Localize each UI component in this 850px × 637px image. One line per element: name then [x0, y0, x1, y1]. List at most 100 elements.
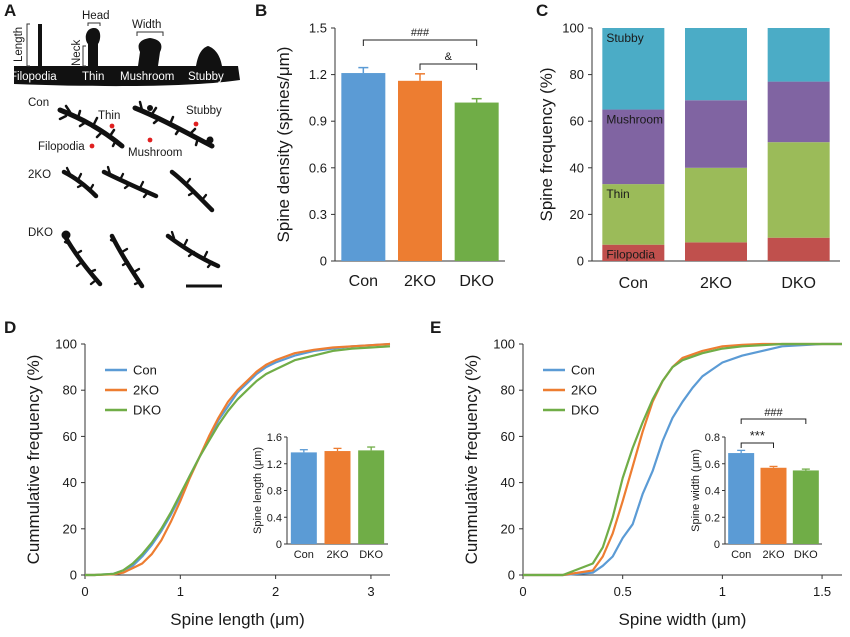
inset-category-label: DKO	[359, 549, 383, 561]
y-tick-label: 100	[562, 21, 584, 36]
x-category-label: 2KO	[404, 273, 436, 290]
panel-letter-c: C	[536, 1, 548, 20]
dendrite-blobs	[61, 105, 214, 240]
y-axis-title: Cummulative frequency (%)	[24, 355, 43, 565]
inset-y-tick-label: 0.4	[267, 512, 282, 524]
stack-mushroom-con	[602, 109, 665, 185]
y-tick-label: 0	[70, 568, 77, 583]
y-tick-label: 60	[501, 429, 515, 444]
x-tick-label: 0	[81, 584, 88, 599]
y-tick-label: 100	[55, 337, 77, 352]
bar-2ko	[398, 80, 442, 262]
inset-y-tick-label: 1.6	[267, 432, 282, 444]
segment-label-filopodia: Filopodia	[606, 248, 655, 262]
x-category-label: DKO	[781, 275, 816, 292]
y-tick-label: 20	[501, 521, 515, 536]
chart-spine-length-cdf: 0 20 40 60 80 100 0 1 2 3 Con 2KO DKO Spine length (μ…	[24, 337, 391, 629]
chart-spine-frequency: 0 20 40 60 80 100 Filopodia Thin Mushroom Stubby C…	[537, 21, 840, 292]
inset-bar-dko	[358, 450, 385, 544]
inset-bar-con	[728, 453, 755, 544]
series-line-dko	[85, 345, 391, 577]
callout-stubby: Stubby	[186, 105, 222, 117]
x-tick-label: 1	[177, 584, 184, 599]
type-label-thin: Thin	[82, 71, 104, 83]
stack-filopodia-2ko	[685, 242, 747, 261]
neck-bracket	[82, 45, 86, 67]
x-category-label: DKO	[459, 273, 494, 290]
inset-bar-chart: 0 0.2 0.4 0.6 0.8 Con 2KO DKO Spine width (μm) **…	[690, 407, 822, 561]
series-line-2ko	[85, 342, 391, 577]
x-category-label: Con	[349, 273, 378, 290]
callout-filopodia: Filopodia	[38, 141, 85, 153]
head-bracket	[87, 22, 101, 26]
x-tick-label: 3	[367, 584, 374, 599]
y-axis-title: Spine density (spines/μm)	[274, 47, 293, 243]
inset-y-tick-label: 0	[714, 539, 720, 551]
dendrite-con-1	[57, 104, 125, 149]
significance-label: &	[445, 51, 453, 63]
inset-category-label: 2KO	[762, 549, 784, 561]
x-category-label: Con	[619, 275, 648, 292]
dendrite-shaft	[14, 24, 240, 87]
type-label-mushroom: Mushroom	[120, 71, 174, 83]
inset-y-tick-label: 0.8	[267, 486, 282, 498]
width-label: Width	[132, 19, 161, 31]
dendrite-dko-2	[109, 233, 145, 289]
significance-bracket	[419, 63, 478, 70]
stack-mushroom-2ko	[685, 100, 747, 168]
panel-letter-d: D	[4, 318, 16, 337]
panel-letter-b: B	[255, 1, 267, 20]
y-tick-label: 0.6	[309, 160, 327, 175]
inset-y-tick-label: 0.6	[705, 459, 720, 471]
type-label-filopodia: Filopodia	[10, 71, 57, 83]
inset-significance-bracket	[740, 418, 807, 424]
x-axis-title: Spine length (μm)	[170, 610, 305, 629]
legend-label-2ko: 2KO	[571, 383, 597, 398]
dendrite-dko-3	[165, 230, 221, 269]
y-tick-label: 0.9	[309, 114, 327, 129]
legend-label-con: Con	[133, 363, 157, 378]
significance-bracket	[362, 39, 478, 46]
bar-con	[341, 73, 386, 262]
y-tick-label: 0.3	[309, 207, 327, 222]
dendrite-dko-1	[63, 235, 103, 287]
dendrite-2ko-3	[169, 169, 215, 213]
x-category-label: 2KO	[700, 275, 732, 292]
head-label: Head	[82, 10, 110, 22]
y-axis-title: Spine frequency (%)	[537, 67, 556, 221]
inset-y-tick-label: 0.4	[705, 486, 720, 498]
row-label-2ko: 2KO	[28, 169, 51, 181]
inset-y-tick-label: 0.8	[705, 432, 720, 444]
stack-mushroom-dko	[767, 81, 830, 143]
legend-label-dko: DKO	[133, 403, 161, 418]
inset-category-label: 2KO	[326, 549, 348, 561]
dendrite-2ko-2	[101, 165, 159, 199]
x-tick-label: 0	[519, 584, 526, 599]
dendrite-2ko-1	[61, 166, 99, 199]
spine-types-diagram: Length Neck Head Width Filopodia Thin Mu…	[10, 10, 240, 87]
stack-filopodia-dko	[767, 237, 830, 261]
panel-a: A Length Neck Head Width Filopodia Thin …	[4, 1, 240, 289]
x-tick-label: 1.5	[813, 584, 831, 599]
callout-mushroom: Mushroom	[128, 147, 182, 159]
callout-thin: Thin	[98, 110, 120, 122]
y-tick-label: 80	[501, 383, 515, 398]
legend-label-dko: DKO	[571, 403, 599, 418]
inset-bar-con	[290, 452, 317, 544]
inset-bar-chart: 0 0.4 0.8 1.2 1.6 Con 2KO DKO Spine length (μm)	[252, 432, 388, 561]
dendrite-images	[57, 100, 221, 289]
legend-label-2ko: 2KO	[133, 383, 159, 398]
chart-spine-width-cdf: 0 20 40 60 80 100 0 0.5 1 1.5 Con 2KO DKO Spine width…	[462, 337, 842, 629]
segment-label-thin: Thin	[606, 187, 629, 201]
series-line-dko	[523, 342, 842, 577]
inset-bar-2ko	[760, 467, 787, 544]
x-tick-label: 1	[719, 584, 726, 599]
inset-category-label: Con	[294, 549, 314, 561]
callout-dot-mushroom	[147, 137, 153, 143]
callout-dot-thin	[109, 123, 115, 129]
stack-filopodia-con	[602, 244, 665, 261]
y-tick-label: 20	[570, 207, 584, 222]
y-axis-title: Cummulative frequency (%)	[462, 355, 481, 565]
x-tick-label: 2	[272, 584, 279, 599]
stack-thin-2ko	[685, 167, 747, 243]
